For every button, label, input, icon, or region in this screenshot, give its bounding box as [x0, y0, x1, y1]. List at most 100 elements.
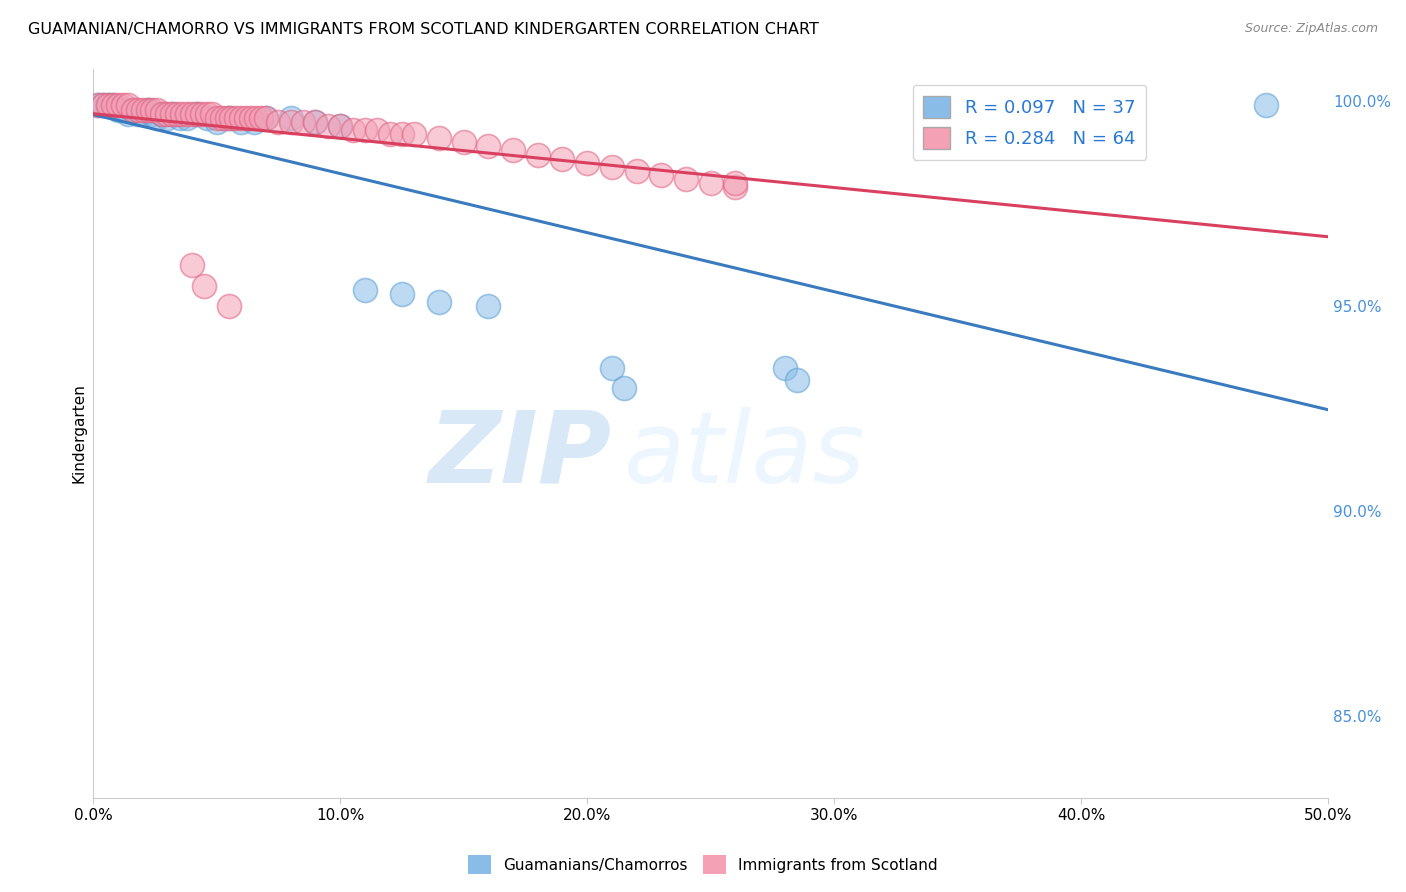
Point	[146, 103, 169, 117]
Point	[724, 176, 747, 190]
Point	[245, 111, 267, 125]
Point	[121, 103, 143, 117]
Point	[250, 111, 273, 125]
Point	[141, 103, 163, 117]
Point	[172, 106, 194, 120]
Point	[160, 106, 183, 120]
Point	[101, 98, 124, 112]
Point	[600, 360, 623, 375]
Point	[156, 106, 179, 120]
Point	[211, 111, 233, 125]
Point	[150, 106, 173, 120]
Point	[773, 360, 796, 375]
Point	[342, 123, 364, 137]
Point	[176, 106, 198, 120]
Legend: R = 0.097   N = 37, R = 0.284   N = 64: R = 0.097 N = 37, R = 0.284 N = 64	[912, 85, 1146, 160]
Point	[329, 119, 352, 133]
Point	[280, 115, 302, 129]
Point	[231, 111, 253, 125]
Point	[121, 103, 143, 117]
Point	[600, 160, 623, 174]
Point	[150, 106, 173, 120]
Point	[107, 98, 129, 112]
Point	[254, 111, 277, 125]
Point	[242, 115, 264, 129]
Point	[186, 106, 208, 120]
Point	[156, 111, 179, 125]
Point	[404, 127, 426, 141]
Point	[267, 115, 290, 129]
Point	[675, 172, 697, 186]
Point	[477, 299, 499, 313]
Text: ZIP: ZIP	[429, 407, 612, 504]
Point	[107, 103, 129, 117]
Point	[786, 373, 808, 387]
Point	[176, 111, 198, 125]
Point	[181, 106, 204, 120]
Point	[1256, 98, 1278, 112]
Point	[526, 147, 548, 161]
Point	[91, 98, 114, 112]
Point	[127, 103, 149, 117]
Point	[231, 115, 253, 129]
Point	[650, 168, 672, 182]
Legend: Guamanians/Chamorros, Immigrants from Scotland: Guamanians/Chamorros, Immigrants from Sc…	[463, 849, 943, 880]
Text: Source: ZipAtlas.com: Source: ZipAtlas.com	[1244, 22, 1378, 36]
Point	[477, 139, 499, 153]
Point	[391, 287, 413, 301]
Point	[218, 299, 240, 313]
Point	[205, 111, 228, 125]
Text: GUAMANIAN/CHAMORRO VS IMMIGRANTS FROM SCOTLAND KINDERGARTEN CORRELATION CHART: GUAMANIAN/CHAMORRO VS IMMIGRANTS FROM SC…	[28, 22, 818, 37]
Point	[87, 98, 110, 112]
Point	[169, 111, 191, 125]
Point	[354, 123, 377, 137]
Point	[111, 103, 134, 117]
Point	[576, 155, 599, 169]
Point	[354, 283, 377, 297]
Point	[366, 123, 388, 137]
Point	[186, 106, 208, 120]
Point	[453, 136, 475, 150]
Point	[304, 115, 326, 129]
Point	[146, 111, 169, 125]
Point	[329, 119, 352, 133]
Point	[136, 103, 159, 117]
Point	[316, 119, 339, 133]
Point	[254, 111, 277, 125]
Point	[91, 98, 114, 112]
Point	[166, 106, 188, 120]
Point	[131, 103, 153, 117]
Point	[87, 98, 110, 112]
Point	[221, 111, 243, 125]
Point	[136, 103, 159, 117]
Point	[131, 106, 153, 120]
Point	[378, 127, 401, 141]
Point	[551, 152, 574, 166]
Point	[427, 295, 450, 310]
Point	[427, 131, 450, 145]
Point	[724, 180, 747, 194]
Point	[218, 111, 240, 125]
Point	[699, 176, 721, 190]
Point	[235, 111, 257, 125]
Point	[502, 144, 524, 158]
Point	[304, 115, 326, 129]
Point	[292, 115, 315, 129]
Point	[117, 106, 139, 120]
Point	[391, 127, 413, 141]
Point	[141, 106, 163, 120]
Point	[201, 106, 224, 120]
Point	[626, 164, 648, 178]
Point	[117, 98, 139, 112]
Point	[613, 381, 636, 395]
Text: atlas: atlas	[624, 407, 866, 504]
Point	[240, 111, 263, 125]
Point	[127, 106, 149, 120]
Point	[111, 98, 134, 112]
Point	[97, 98, 120, 112]
Point	[160, 106, 183, 120]
Point	[280, 111, 302, 125]
Y-axis label: Kindergarten: Kindergarten	[72, 384, 86, 483]
Point	[215, 111, 238, 125]
Point	[195, 106, 218, 120]
